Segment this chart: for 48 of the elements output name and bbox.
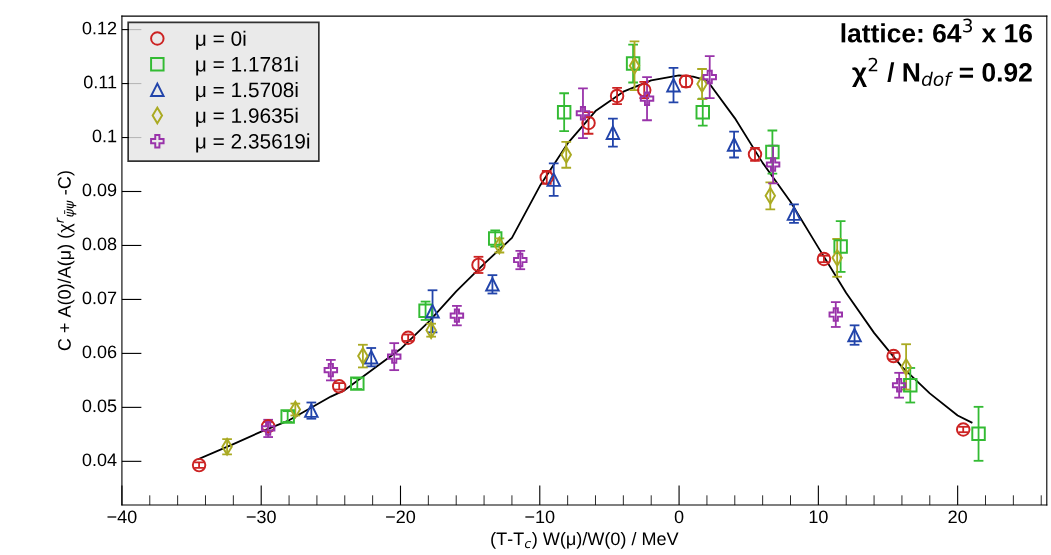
x-tick-label: 20 bbox=[948, 510, 967, 524]
point bbox=[695, 104, 710, 120]
point bbox=[903, 378, 918, 393]
x-tick-label: 10 bbox=[809, 510, 828, 524]
y-axis-title: C + A(0)/A(μ) (χ$^{r}$$_{ψ̄ψ}$ -C) bbox=[56, 171, 77, 351]
legend-label: μ = 0i bbox=[196, 30, 246, 50]
y-tick-label: 0.06 bbox=[82, 345, 117, 359]
annotation: lattice: 64$^{3}$ x 16 bbox=[841, 18, 1032, 43]
y-tick-label: 0.08 bbox=[82, 237, 117, 251]
x-tick-label: 0 bbox=[674, 510, 684, 524]
point bbox=[546, 172, 561, 187]
point bbox=[191, 457, 207, 473]
y-tick-label: 0.12 bbox=[82, 21, 117, 35]
point bbox=[765, 144, 780, 160]
y-tick-label: 0.11 bbox=[83, 75, 117, 89]
point bbox=[726, 137, 742, 152]
y-tick-label: 0.04 bbox=[82, 453, 117, 467]
point bbox=[323, 362, 339, 378]
point bbox=[828, 307, 843, 322]
point bbox=[605, 125, 621, 140]
annotation: χ$^{2}$ / N$_{dof}$ = 0.92 bbox=[852, 57, 1032, 87]
point bbox=[765, 157, 781, 172]
legend-label: μ = 1.1781i bbox=[196, 56, 298, 76]
legend-label: μ = 2.35619i bbox=[196, 133, 310, 153]
point bbox=[581, 115, 596, 131]
legend-label: μ = 1.5708i bbox=[196, 82, 298, 102]
x-axis-title: (T-T$_{c}$) W(μ)/W(0) / MeV bbox=[491, 531, 679, 549]
x-tick-label: −30 bbox=[246, 510, 276, 524]
point bbox=[425, 304, 440, 319]
point bbox=[833, 239, 848, 254]
point bbox=[971, 426, 986, 442]
point bbox=[891, 378, 907, 393]
point bbox=[666, 77, 681, 93]
x-tick-label: −20 bbox=[386, 510, 416, 524]
point bbox=[625, 56, 641, 71]
y-tick-label: 0.07 bbox=[82, 291, 117, 305]
y-tick-label: 0.1 bbox=[92, 129, 117, 143]
point bbox=[556, 104, 572, 120]
x-tick-label: −10 bbox=[525, 510, 555, 524]
x-tick-label: −40 bbox=[107, 510, 137, 524]
point bbox=[639, 91, 655, 106]
point bbox=[575, 106, 591, 121]
point bbox=[702, 69, 717, 85]
point bbox=[449, 308, 465, 323]
y-tick-label: 0.09 bbox=[82, 183, 117, 197]
legend-label: μ = 1.9635i bbox=[196, 107, 298, 127]
y-tick-label: 0.05 bbox=[82, 399, 117, 413]
point bbox=[387, 349, 402, 364]
